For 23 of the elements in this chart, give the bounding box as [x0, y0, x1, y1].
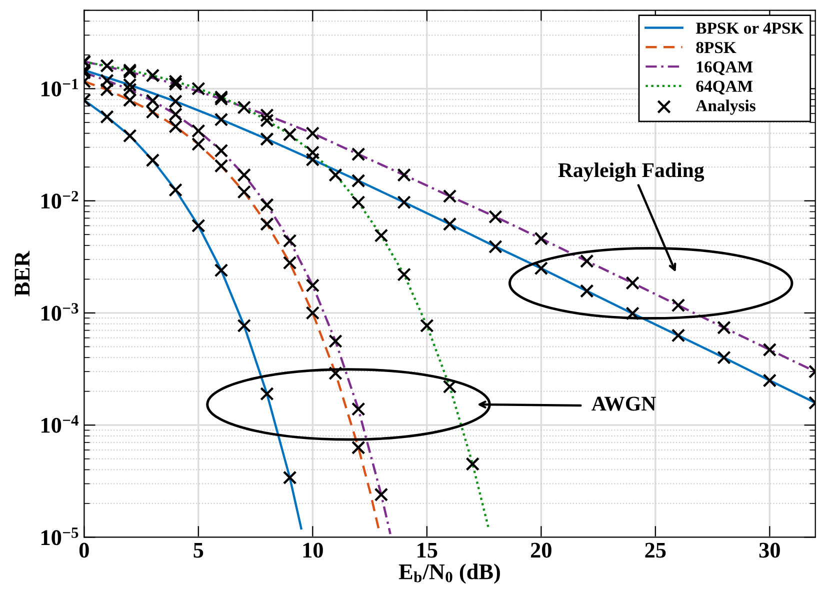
legend-label: 8PSK [696, 42, 736, 54]
y-tick-label: 10$^{−4}$ [42, 415, 78, 433]
x-tick-label: 25 [645, 542, 666, 558]
legend-label: 64QAM [696, 80, 753, 94]
legend-label: Analysis [696, 100, 756, 115]
x-axis-title: E$_{b}$/N$_{0}$ (dB) [398, 564, 500, 584]
line-series [84, 99, 302, 530]
y-tick-label: 10$^{−1}$ [42, 78, 78, 96]
annotation: Rayleigh Fading [558, 162, 704, 182]
y-axis-title: BER [14, 250, 30, 296]
y-tick-label: 10$^{−2}$ [42, 190, 78, 209]
legend-label: 16QAM [696, 61, 753, 76]
x-tick-label: 30 [759, 542, 780, 558]
annotation: AWGN [592, 396, 656, 411]
x-tick-label: 0 [79, 542, 89, 558]
x-tick-label: 20 [530, 542, 552, 558]
x-tick-label: 5 [194, 542, 204, 558]
y-tick-label: 10$^{−5}$ [42, 528, 78, 546]
x-tick-label: 15 [418, 542, 438, 558]
y-tick-label: 10$^{−3}$ [42, 303, 78, 321]
x-tick-label: 10 [303, 542, 323, 558]
legend-label: BPSK or 4PSK [696, 22, 804, 34]
line-series [84, 60, 490, 530]
